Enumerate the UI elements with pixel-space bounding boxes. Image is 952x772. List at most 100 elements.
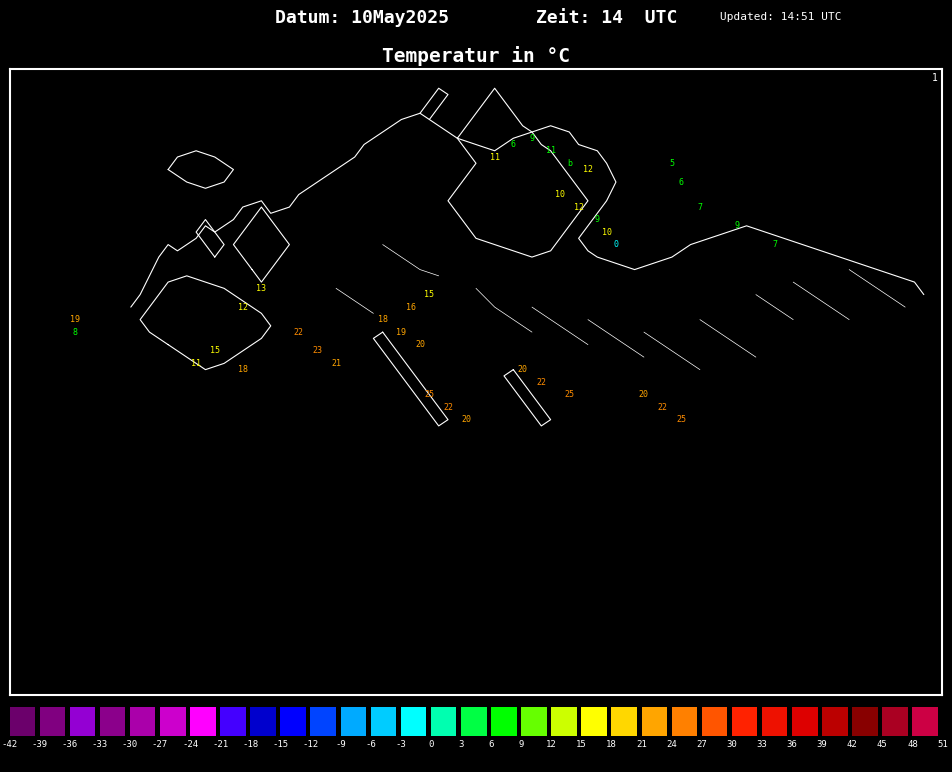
Text: 19: 19	[69, 315, 80, 324]
Bar	[69, 707, 95, 736]
Bar	[823, 707, 847, 736]
Bar	[852, 707, 878, 736]
Text: 10: 10	[602, 228, 611, 236]
Text: 12: 12	[583, 165, 593, 174]
Text: 13: 13	[256, 284, 267, 293]
Bar	[642, 707, 667, 736]
Bar	[582, 707, 607, 736]
Text: 1: 1	[932, 73, 938, 83]
Text: 11: 11	[191, 359, 201, 368]
Bar	[702, 707, 727, 736]
Text: 11: 11	[545, 146, 556, 155]
Text: Updated: 14:51 UTC: Updated: 14:51 UTC	[720, 12, 842, 22]
Text: 39: 39	[817, 740, 827, 749]
Text: -3: -3	[395, 740, 407, 749]
Text: 45: 45	[877, 740, 887, 749]
Text: -27: -27	[152, 740, 169, 749]
Text: 22: 22	[658, 403, 667, 411]
Text: 22: 22	[294, 327, 304, 337]
Text: 8: 8	[72, 327, 77, 337]
Text: 9: 9	[595, 215, 600, 224]
Text: 0: 0	[428, 740, 433, 749]
Bar	[220, 707, 246, 736]
Bar	[912, 707, 938, 736]
Bar	[341, 707, 367, 736]
Text: 22: 22	[443, 403, 453, 411]
Text: 11: 11	[489, 153, 500, 161]
Bar	[40, 707, 65, 736]
Bar	[521, 707, 546, 736]
Text: 9: 9	[519, 740, 524, 749]
Bar	[461, 707, 486, 736]
Text: 12: 12	[545, 740, 557, 749]
Text: 9: 9	[529, 134, 534, 143]
Text: 23: 23	[312, 347, 323, 355]
Text: -30: -30	[122, 740, 138, 749]
Text: -15: -15	[272, 740, 288, 749]
Bar	[671, 707, 697, 736]
Text: 15: 15	[576, 740, 586, 749]
Text: -18: -18	[242, 740, 258, 749]
Text: 7: 7	[772, 240, 777, 249]
Bar	[491, 707, 517, 736]
Text: 6: 6	[511, 140, 516, 149]
Text: 12: 12	[238, 303, 248, 312]
Text: 36: 36	[786, 740, 798, 749]
Text: -33: -33	[91, 740, 108, 749]
Text: -24: -24	[182, 740, 198, 749]
Text: 25: 25	[676, 415, 686, 424]
Text: -6: -6	[366, 740, 376, 749]
Bar	[100, 707, 126, 736]
Bar	[883, 707, 908, 736]
Text: -39: -39	[31, 740, 48, 749]
Text: b: b	[566, 159, 572, 168]
Text: 6: 6	[679, 178, 684, 187]
Text: 20: 20	[415, 340, 425, 349]
Text: 18: 18	[238, 365, 248, 374]
Bar	[281, 707, 306, 736]
Text: -42: -42	[2, 740, 17, 749]
Text: 18: 18	[606, 740, 617, 749]
Text: -12: -12	[303, 740, 319, 749]
Text: 0: 0	[613, 240, 619, 249]
Text: 12: 12	[574, 202, 584, 212]
Text: 20: 20	[518, 365, 527, 374]
Text: -36: -36	[62, 740, 78, 749]
Bar	[611, 707, 637, 736]
Bar	[431, 707, 456, 736]
Text: 20: 20	[462, 415, 471, 424]
Text: 10: 10	[555, 190, 565, 199]
Bar	[310, 707, 336, 736]
Text: 18: 18	[378, 315, 387, 324]
Text: 25: 25	[565, 390, 574, 399]
Bar	[792, 707, 818, 736]
Text: 25: 25	[425, 390, 434, 399]
Text: 15: 15	[425, 290, 434, 299]
Text: 3: 3	[458, 740, 464, 749]
Bar	[129, 707, 155, 736]
Bar	[732, 707, 758, 736]
Text: 51: 51	[937, 740, 948, 749]
Bar	[762, 707, 787, 736]
Text: 27: 27	[696, 740, 707, 749]
Bar	[401, 707, 426, 736]
Text: 6: 6	[488, 740, 494, 749]
Bar	[10, 707, 35, 736]
Text: 30: 30	[726, 740, 737, 749]
Text: 48: 48	[907, 740, 918, 749]
Bar	[160, 707, 186, 736]
Text: Temperatur in °C: Temperatur in °C	[382, 46, 570, 66]
Text: 33: 33	[757, 740, 767, 749]
Text: 19: 19	[396, 327, 407, 337]
Text: 9: 9	[735, 222, 740, 230]
Text: 42: 42	[847, 740, 858, 749]
Bar	[370, 707, 396, 736]
Text: 15: 15	[209, 347, 220, 355]
Text: 24: 24	[666, 740, 677, 749]
Text: 16: 16	[406, 303, 416, 312]
Bar	[190, 707, 216, 736]
Text: Datum: 10May2025        Zeit: 14  UTC: Datum: 10May2025 Zeit: 14 UTC	[275, 8, 677, 27]
Text: 21: 21	[331, 359, 341, 368]
Text: 20: 20	[639, 390, 649, 399]
Bar	[250, 707, 276, 736]
